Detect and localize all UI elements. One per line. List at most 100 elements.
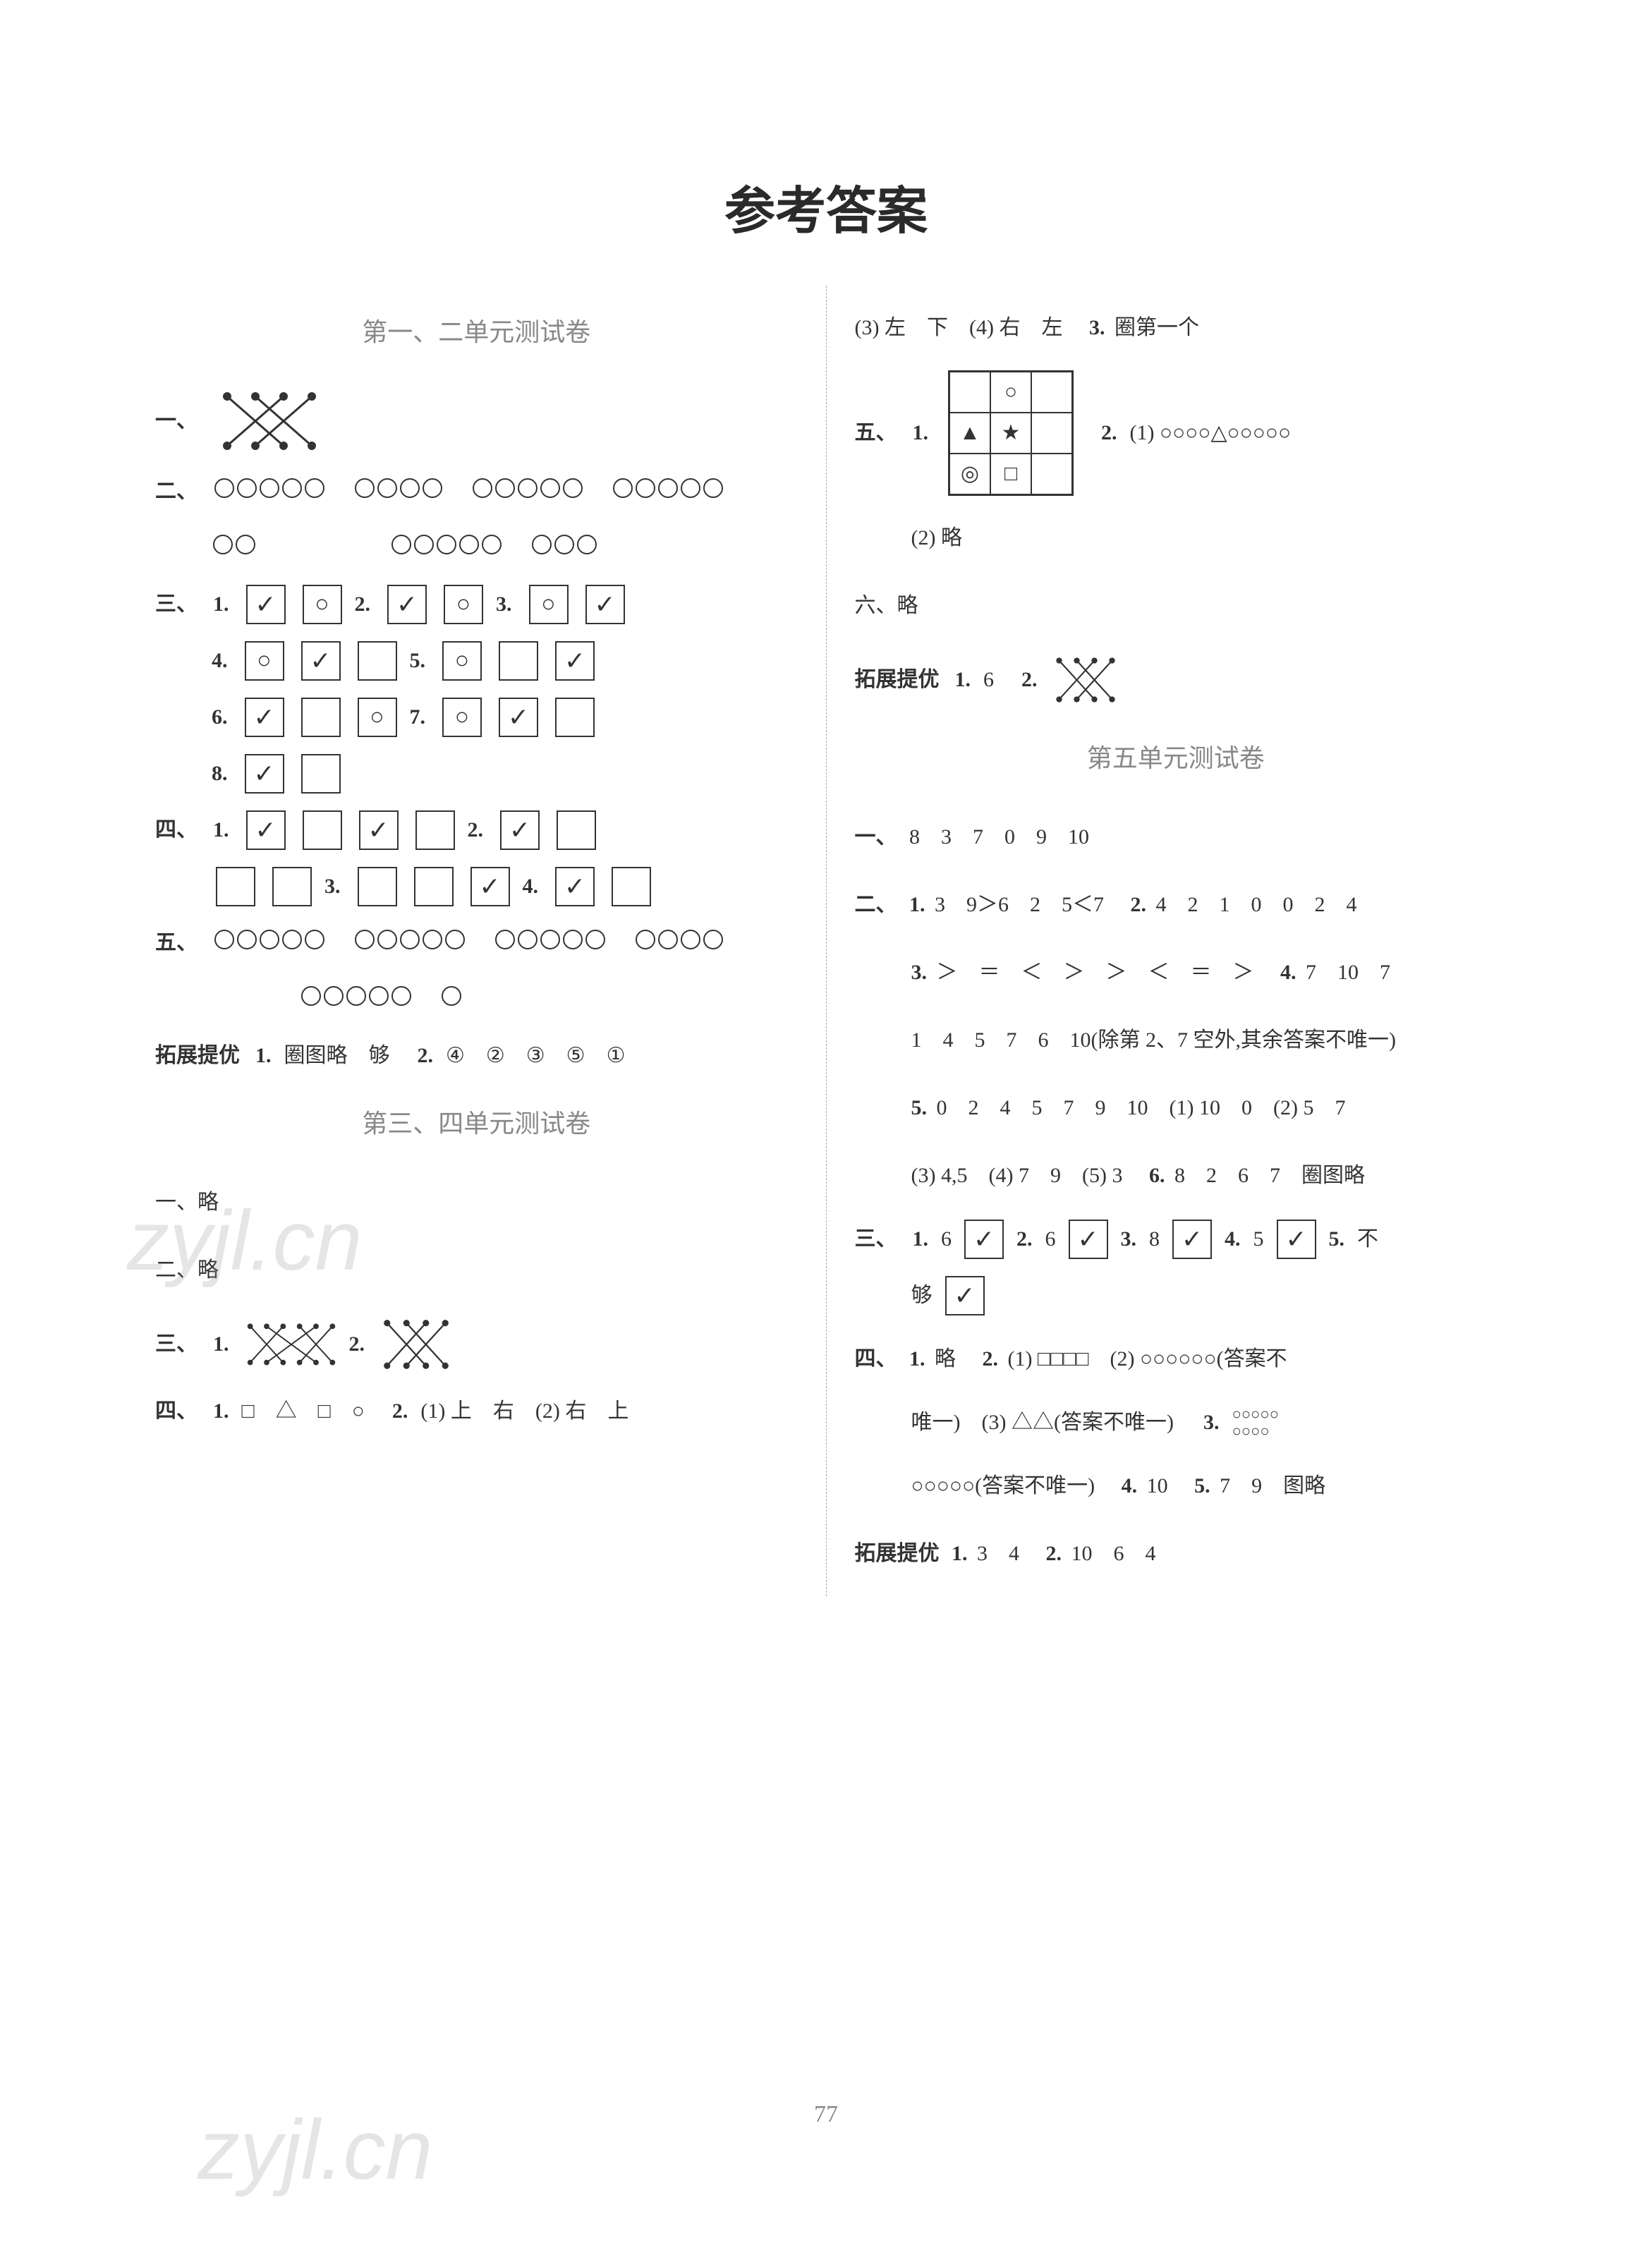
s5-q3-row: 三、 1. 6 2. 6 3. 8 4. 5 5. 不 — [855, 1218, 1498, 1260]
grid-cell: ★ — [990, 413, 1031, 454]
answer-box — [945, 1276, 985, 1315]
s5-q4-line3: ○○○○○(答案不唯一) 4. 10 5. 7 9 图略 — [911, 1461, 1498, 1512]
item-num: 1. — [213, 809, 229, 851]
grid-cell — [1031, 372, 1072, 413]
answer-box — [442, 641, 482, 681]
q1-label: 一、 — [155, 400, 198, 442]
q4-row-1: 四、 1. 2. — [155, 809, 798, 851]
item-num: 1. — [213, 1323, 229, 1366]
circle-group — [634, 922, 724, 964]
item-num: 3. — [1203, 1402, 1220, 1444]
grid-cell: ○ — [990, 372, 1031, 413]
answer-box — [964, 1220, 1004, 1259]
content-columns: 第一、二单元测试卷 一、 二、 — [0, 286, 1652, 1596]
item-num: 2. — [1046, 1542, 1062, 1565]
item-num: 1. — [213, 1390, 229, 1433]
answer-box — [585, 585, 625, 624]
item-num: 5. — [410, 640, 426, 682]
circle-group — [390, 527, 503, 569]
r-q5-2-2: (2) 略 — [911, 513, 1498, 564]
q3-row-4: 8. — [212, 753, 798, 795]
text: 圈第一个 — [1115, 316, 1199, 339]
answer-box — [612, 867, 651, 906]
item-num: 2. — [1131, 893, 1147, 916]
item-num: 1. — [913, 412, 929, 454]
item-num: 7. — [410, 696, 426, 739]
item-num: 1. — [909, 893, 925, 916]
text: 6 — [983, 659, 994, 701]
item-num: 4. — [1280, 961, 1296, 984]
answer-box — [358, 641, 397, 681]
left-column: 第一、二单元测试卷 一、 二、 — [155, 286, 826, 1596]
r-expand-row: 拓展提优 1. 6 2. — [855, 648, 1498, 712]
item-num: 3. — [324, 865, 341, 908]
section-5-title: 第五单元测试卷 — [855, 733, 1498, 784]
grid-cell — [1031, 454, 1072, 494]
item-num: 2. — [392, 1390, 408, 1433]
text: ④ ② ③ ⑤ ① — [446, 1035, 625, 1077]
item-num: 2. — [1021, 659, 1038, 701]
answer-box — [1277, 1220, 1316, 1259]
text: 不 — [1357, 1218, 1378, 1260]
grid-cell — [1031, 413, 1072, 454]
answer-box — [245, 754, 284, 794]
grid-cell: □ — [990, 454, 1031, 494]
text: 5 — [1253, 1218, 1264, 1260]
q1-row: 一、 — [155, 386, 798, 456]
answer-box — [500, 810, 540, 850]
item-num: 2. — [468, 809, 484, 851]
r-q5-label: 五、 — [855, 412, 897, 454]
text: 8 3 7 0 9 10 — [909, 825, 1089, 849]
q3-row-3: 6. 7. — [212, 696, 798, 739]
text: 略 — [935, 1347, 977, 1370]
text: 10 6 4 — [1071, 1542, 1156, 1565]
text: (3) 4,5 (4) 7 9 (5) 3 — [911, 1164, 1144, 1187]
cross-diagram-icon — [377, 1313, 455, 1376]
item-num: 2. — [349, 1323, 365, 1366]
item-num: 1. — [913, 1218, 929, 1260]
answer-box — [414, 867, 454, 906]
text: 圈图略 够 — [284, 1035, 390, 1077]
answer-box — [555, 698, 595, 737]
item-num: 1. — [213, 583, 229, 626]
item-num: 6. — [1149, 1164, 1165, 1187]
s5-q4-label: 四、 — [855, 1347, 897, 1370]
text: 10 — [1147, 1474, 1189, 1497]
q3-label: 三、 — [155, 583, 198, 626]
text: 8 2 6 7 圈图略 — [1174, 1164, 1365, 1187]
item-num: 4. — [523, 865, 539, 908]
item-num: 2. — [1016, 1218, 1033, 1260]
answer-box — [303, 585, 342, 624]
item-num: 2. — [418, 1035, 434, 1077]
text: ○○○○○(答案不唯一) — [911, 1474, 1117, 1497]
text: 0 2 4 5 7 9 10 (1) 10 0 (2) 5 7 — [937, 1096, 1346, 1119]
s5-q3-row-2: 够 — [911, 1275, 1498, 1317]
q3-row-1: 三、 1. 2. 3. — [155, 583, 798, 626]
answer-box — [557, 810, 596, 850]
q4-row-2: 3. 4. — [212, 865, 798, 908]
answer-box — [272, 867, 312, 906]
answer-box — [245, 698, 284, 737]
s5-q4-line2: 唯一) (3) △△(答案不唯一) 3. ○○○○○ ○○○○ — [911, 1402, 1498, 1444]
text: (1) ○○○○△○○○○○ — [1130, 412, 1292, 454]
grid-cell — [949, 372, 990, 413]
item-num: 3. — [911, 961, 928, 984]
s5-q1-label: 一、 — [855, 825, 897, 849]
answer-box — [301, 754, 341, 794]
s5-q1: 一、 8 3 7 0 9 10 — [855, 812, 1498, 863]
answer-box — [555, 641, 595, 681]
answer-box — [303, 810, 342, 850]
s5-q3-label: 三、 — [855, 1218, 897, 1260]
answer-box — [499, 641, 538, 681]
s5-q2-line1: 二、 1. 3 9＞6 2 5＜7 2. 4 2 1 0 0 2 4 — [855, 880, 1498, 930]
circle-group — [213, 470, 326, 513]
answer-box — [358, 867, 397, 906]
text: 唯一) (3) △△(答案不唯一) — [911, 1402, 1195, 1444]
s5-q2-line4: 5. 0 2 4 5 7 9 10 (1) 10 0 (2) 5 7 — [911, 1083, 1498, 1133]
q5-row-2 — [212, 978, 798, 1021]
s5-expand: 拓展提优 1. 3 4 2. 10 6 4 — [855, 1528, 1498, 1579]
q2-row: 二、 — [155, 470, 798, 513]
answer-box — [444, 585, 483, 624]
text: 8 — [1149, 1218, 1160, 1260]
text: (3) 左 下 (4) 右 左 — [855, 316, 1084, 339]
